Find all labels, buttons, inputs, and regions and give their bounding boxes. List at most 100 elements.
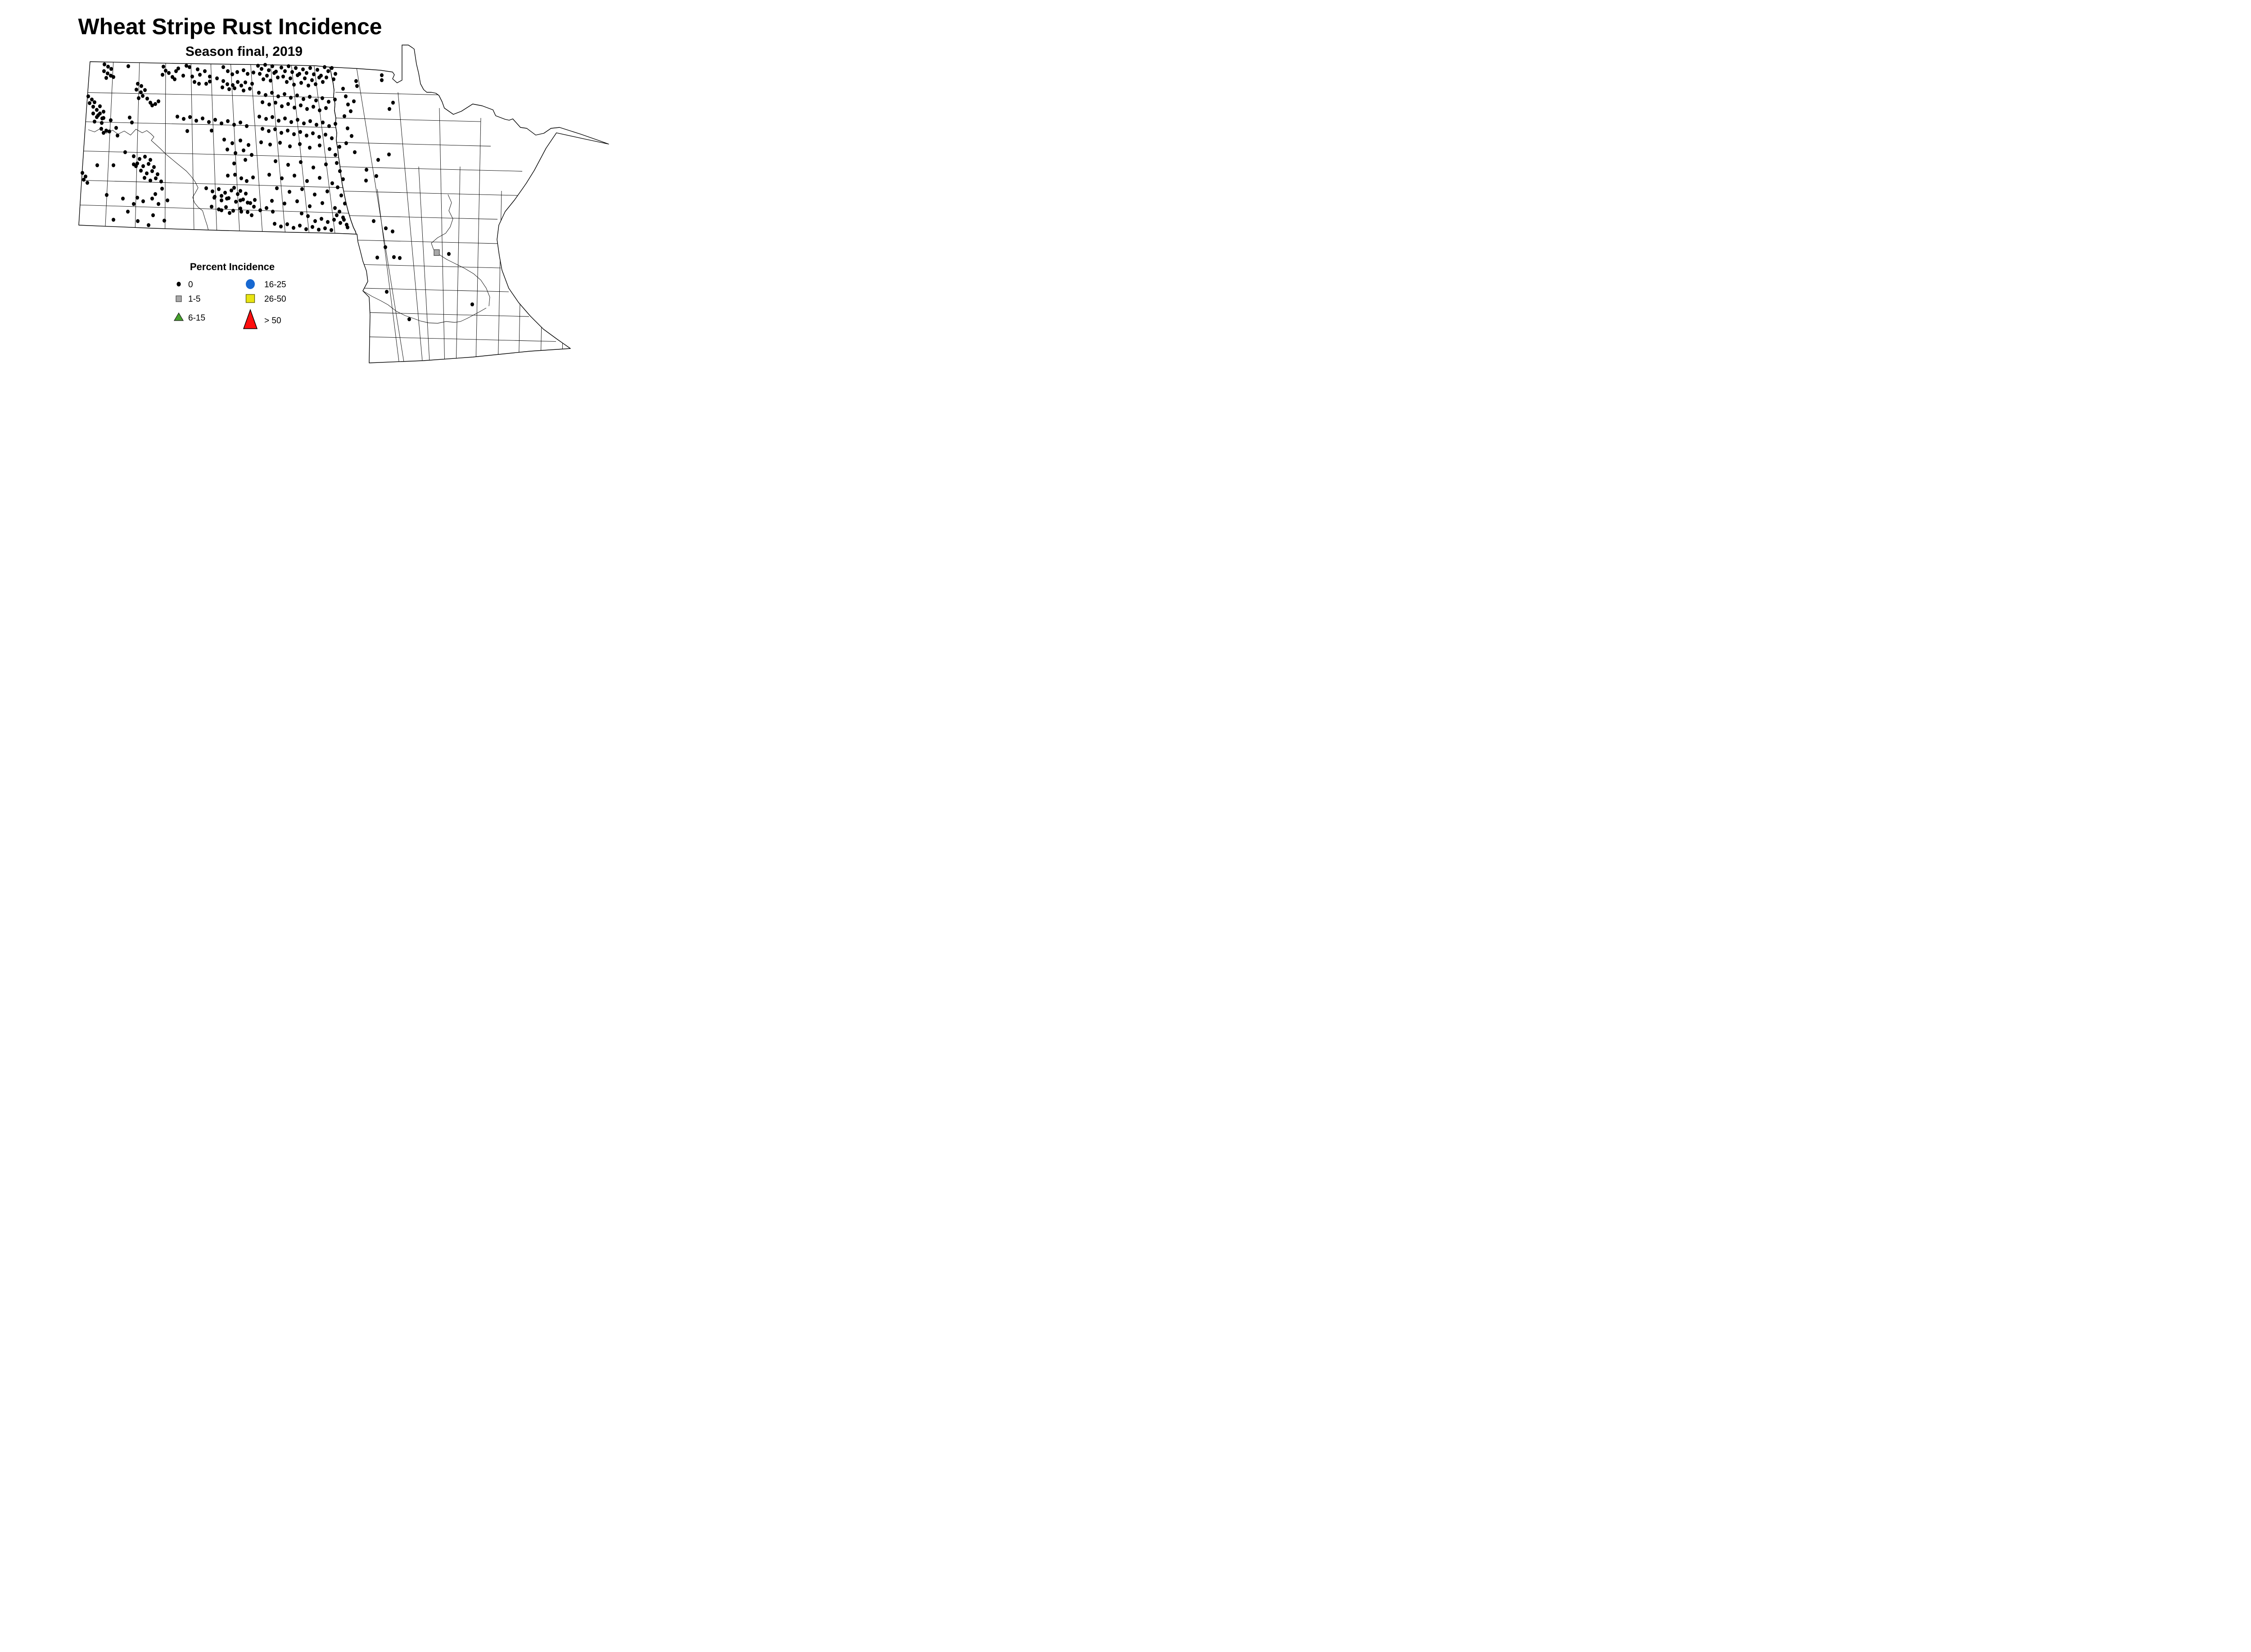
legend-triangle-6-15-icon: [173, 312, 184, 321]
incidence-dot: [252, 70, 255, 75]
incidence-dot: [324, 132, 327, 137]
county-line: [562, 290, 564, 363]
incidence-dot: [217, 207, 221, 212]
incidence-dot: [307, 83, 310, 88]
incidence-dot: [321, 201, 324, 205]
incidence-dot: [234, 151, 237, 155]
incidence-dot: [384, 245, 387, 249]
incidence-dot: [318, 143, 321, 148]
incidence-dot: [163, 218, 166, 223]
incidence-dot: [93, 119, 96, 124]
incidence-dot: [375, 255, 379, 260]
incidence-dot: [136, 195, 139, 200]
incidence-dot: [305, 107, 309, 111]
river-mississippi: [431, 194, 490, 307]
incidence-dot: [235, 70, 239, 74]
incidence-dot: [159, 179, 163, 184]
incidence-dot: [220, 121, 223, 126]
river-missouri: [88, 128, 209, 231]
incidence-dot: [228, 211, 231, 215]
legend: Percent Incidence 0 1-5 6-15 16-25 26-50…: [173, 261, 286, 329]
incidence-dot: [290, 70, 294, 74]
legend-square-26-50-icon: [245, 294, 255, 303]
incidence-dot: [296, 73, 299, 77]
incidence-dot: [283, 69, 287, 73]
county-line: [377, 189, 400, 363]
incidence-dot: [286, 163, 290, 167]
incidence-dot: [91, 104, 95, 109]
incidence-dot: [327, 124, 331, 128]
incidence-dot: [280, 176, 284, 181]
incidence-dot: [292, 226, 295, 230]
wheat-stripe-rust-map-page: Wheat Stripe Rust Incidence Season final…: [0, 0, 696, 374]
incidence-dot: [182, 117, 185, 121]
incidence-dot: [224, 205, 228, 209]
incidence-dot: [314, 98, 318, 103]
incidence-dot: [298, 130, 302, 134]
incidence-dot: [335, 213, 339, 217]
state-outline-minnesota: [329, 45, 609, 363]
incidence-dot: [334, 122, 337, 126]
incidence-dot: [204, 186, 208, 190]
incidence-dot: [311, 225, 314, 229]
incidence-dot: [392, 255, 396, 259]
incidence-dot: [232, 186, 236, 190]
incidence-dot: [231, 83, 235, 87]
incidence-dot: [387, 152, 391, 157]
incidence-dot: [102, 131, 105, 135]
county-line: [456, 166, 461, 363]
incidence-dot: [256, 63, 260, 68]
incidence-dot: [353, 150, 357, 154]
incidence-dot: [227, 87, 231, 91]
incidence-dot: [305, 179, 309, 183]
county-line: [518, 190, 523, 363]
incidence-dot: [324, 106, 328, 110]
incidence-dot: [315, 122, 318, 127]
incidence-dot: [220, 198, 223, 203]
incidence-dot: [241, 197, 245, 202]
county-line: [335, 215, 498, 220]
incidence-dot: [253, 198, 257, 202]
county-line: [497, 190, 502, 363]
incidence-dot: [330, 66, 334, 70]
incidence-dot: [258, 114, 261, 119]
incidence-dot: [308, 145, 312, 150]
incidence-dot: [201, 116, 204, 121]
incidence-dot: [268, 142, 272, 147]
incidence-dot: [188, 65, 191, 69]
incidence-dot: [207, 120, 211, 124]
incidence-dot: [150, 196, 154, 201]
incidence-dot: [103, 62, 106, 67]
county-line: [335, 190, 523, 196]
incidence-dot: [197, 81, 201, 86]
incidence-dot: [141, 199, 145, 204]
incidence-dot: [232, 122, 236, 127]
incidence-dot: [154, 192, 157, 196]
incidence-dot: [289, 120, 293, 124]
incidence-dot: [328, 147, 331, 151]
incidence-dot: [248, 86, 252, 91]
county-line: [79, 92, 356, 99]
incidence-dot: [292, 132, 296, 136]
incidence-dot: [267, 129, 271, 133]
county-line: [210, 62, 217, 234]
incidence-dot: [316, 68, 319, 72]
incidence-dot: [95, 115, 99, 119]
incidence-dot: [139, 90, 143, 95]
incidence-dot: [376, 158, 380, 162]
incidence-dot: [223, 190, 227, 195]
incidence-dot: [350, 134, 353, 138]
incidence-dot: [285, 222, 289, 226]
incidence-dot: [132, 202, 136, 206]
incidence-dot: [126, 209, 130, 214]
incidence-dot: [267, 102, 271, 107]
incidence-dot: [105, 193, 108, 197]
incidence-dot: [231, 141, 234, 145]
incidence-dot: [136, 81, 140, 86]
incidence-dot: [312, 104, 315, 109]
county-line: [366, 312, 529, 317]
incidence-dot: [139, 168, 143, 173]
incidence-dot: [342, 217, 346, 222]
incidence-dot: [160, 186, 164, 191]
incidence-dot: [305, 71, 308, 75]
